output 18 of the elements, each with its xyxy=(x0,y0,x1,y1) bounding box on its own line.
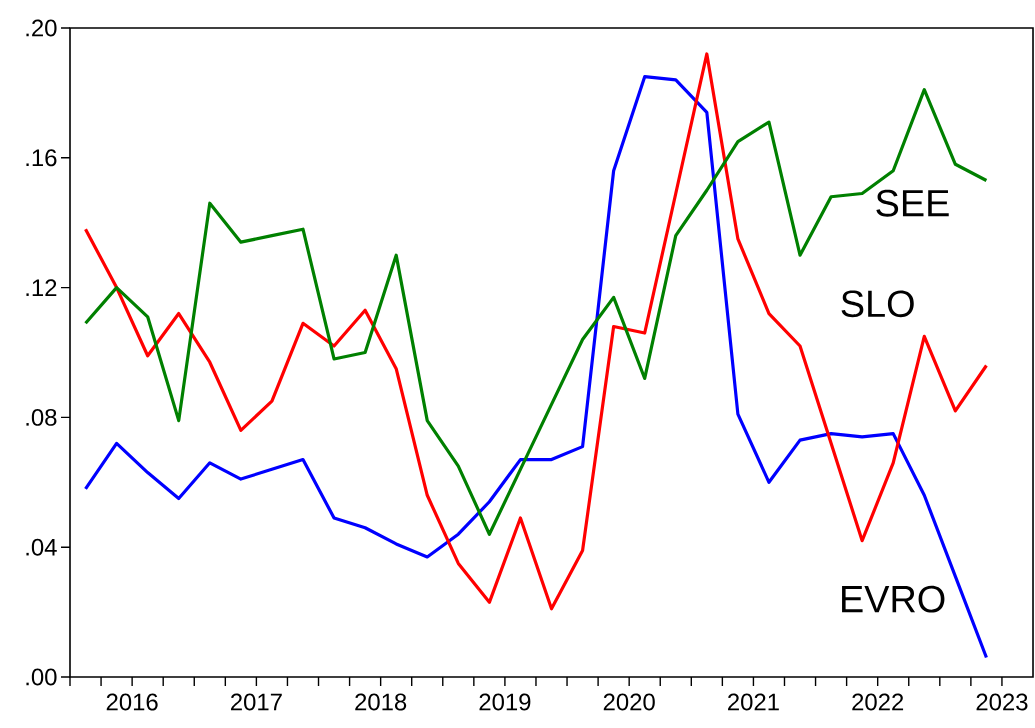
series-label: SEE xyxy=(876,189,949,217)
x-tick-label: 2017 xyxy=(231,693,282,711)
y-tick-label: .12 xyxy=(26,279,57,296)
x-tick-label: 2023 xyxy=(976,693,1028,711)
x-tick-label: 2021 xyxy=(728,693,779,711)
series-label: SLO xyxy=(841,290,914,318)
y-tick-label: .20 xyxy=(26,19,57,37)
x-tick-label: 2016 xyxy=(106,693,158,711)
series-label: EVRO xyxy=(842,585,945,613)
y-tick-label: .00 xyxy=(26,668,57,686)
x-tick-label: 2022 xyxy=(852,693,904,711)
line-series xyxy=(83,88,989,536)
y-tick-label: .16 xyxy=(26,149,57,167)
y-tick-label: .04 xyxy=(26,538,57,556)
x-tick-label: 2020 xyxy=(603,693,655,711)
x-tick-label: 2018 xyxy=(355,693,407,711)
y-tick-label: .08 xyxy=(26,408,57,426)
x-tick-label: 2019 xyxy=(479,693,531,711)
